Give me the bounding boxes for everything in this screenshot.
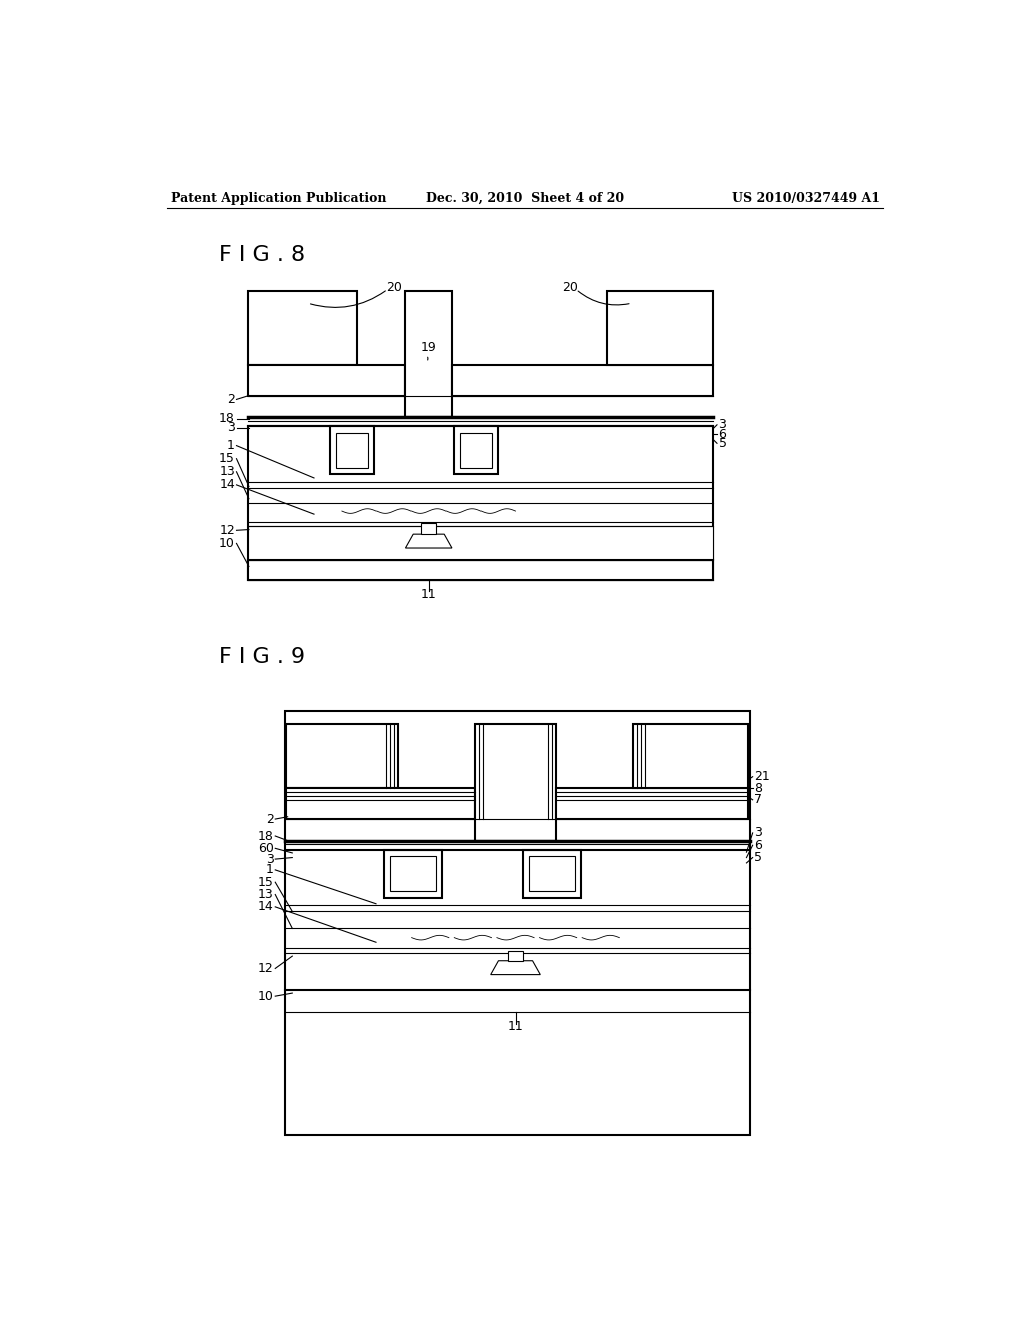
Polygon shape <box>248 527 713 561</box>
Polygon shape <box>286 725 397 788</box>
Text: 18: 18 <box>219 412 234 425</box>
Polygon shape <box>454 426 499 474</box>
Text: 15: 15 <box>219 453 234 465</box>
Text: 6: 6 <box>755 838 762 851</box>
Polygon shape <box>285 711 750 1135</box>
Text: 11: 11 <box>421 587 436 601</box>
Polygon shape <box>452 364 713 396</box>
Polygon shape <box>406 290 452 417</box>
Text: 1: 1 <box>266 863 273 876</box>
Text: 6: 6 <box>719 428 726 441</box>
Text: 3: 3 <box>719 418 726 432</box>
Polygon shape <box>490 961 541 974</box>
Polygon shape <box>248 561 713 581</box>
Text: 10: 10 <box>258 990 273 1003</box>
Polygon shape <box>556 788 748 818</box>
Text: 11: 11 <box>508 1020 523 1034</box>
Text: 3: 3 <box>755 826 762 840</box>
Polygon shape <box>529 857 575 891</box>
Polygon shape <box>406 535 452 548</box>
Polygon shape <box>508 950 523 961</box>
Polygon shape <box>421 524 436 535</box>
Text: 14: 14 <box>258 900 273 913</box>
Text: 60: 60 <box>258 842 273 855</box>
Text: 1: 1 <box>227 440 234 453</box>
Polygon shape <box>286 788 475 818</box>
Text: F I G . 8: F I G . 8 <box>219 244 305 264</box>
Polygon shape <box>390 857 435 891</box>
Polygon shape <box>607 290 713 364</box>
Text: 14: 14 <box>219 478 234 491</box>
Text: Dec. 30, 2010  Sheet 4 of 20: Dec. 30, 2010 Sheet 4 of 20 <box>426 191 624 205</box>
Text: US 2010/0327449 A1: US 2010/0327449 A1 <box>732 191 880 205</box>
Text: 12: 12 <box>258 962 273 975</box>
Polygon shape <box>248 364 406 396</box>
Polygon shape <box>460 433 493 469</box>
Text: 19: 19 <box>421 341 436 354</box>
Text: 12: 12 <box>219 524 234 537</box>
Text: 3: 3 <box>227 421 234 434</box>
Text: 7: 7 <box>755 793 762 807</box>
Polygon shape <box>248 426 713 581</box>
Polygon shape <box>475 725 556 841</box>
Polygon shape <box>330 426 375 474</box>
Polygon shape <box>633 725 748 788</box>
Text: 18: 18 <box>258 829 273 842</box>
Polygon shape <box>384 850 442 898</box>
Text: 13: 13 <box>219 465 234 478</box>
Text: 15: 15 <box>258 875 273 888</box>
Text: 5: 5 <box>755 851 762 865</box>
Text: 3: 3 <box>266 853 273 866</box>
Polygon shape <box>336 433 369 469</box>
Text: 20: 20 <box>562 281 578 294</box>
Text: 5: 5 <box>719 437 727 450</box>
Polygon shape <box>248 290 356 364</box>
Polygon shape <box>523 850 582 898</box>
Text: 2: 2 <box>227 393 234 407</box>
Text: Patent Application Publication: Patent Application Publication <box>171 191 386 205</box>
Text: 8: 8 <box>755 781 762 795</box>
Text: 2: 2 <box>266 813 273 825</box>
Text: 10: 10 <box>219 537 234 550</box>
Text: 20: 20 <box>386 281 401 294</box>
Text: 21: 21 <box>755 770 770 783</box>
Text: 13: 13 <box>258 888 273 902</box>
Text: F I G . 9: F I G . 9 <box>219 647 305 668</box>
